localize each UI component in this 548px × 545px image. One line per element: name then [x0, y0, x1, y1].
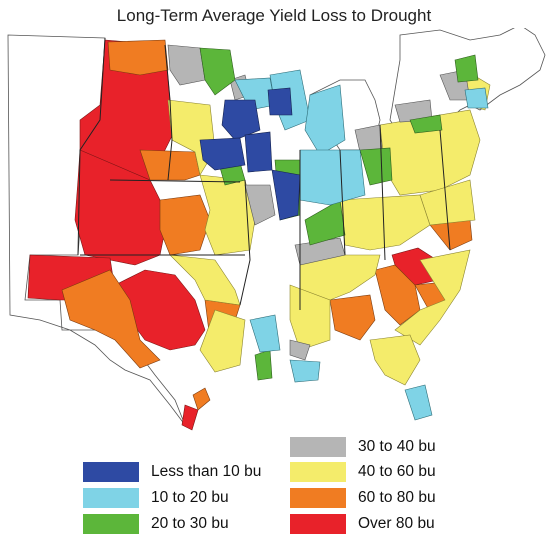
legend-swatch — [290, 462, 346, 482]
state-lines — [77, 37, 451, 310]
region-less-than-10 — [199, 87, 301, 221]
legend-item-40-to-60: 40 to 60 bu — [290, 461, 436, 483]
legend-swatch — [83, 462, 139, 482]
legend-item-60-to-80: 60 to 80 bu — [290, 487, 436, 509]
legend-item-over-80: Over 80 bu — [290, 513, 435, 535]
legend-item-30-to-40: 30 to 40 bu — [290, 436, 436, 458]
map-title: Long-Term Average Yield Loss to Drought — [116, 6, 432, 25]
legend-label: 10 to 20 bu — [151, 489, 229, 506]
legend-item-20-to-30: 20 to 30 bu — [83, 513, 229, 535]
region-30-40 — [167, 44, 471, 361]
legend-swatch — [83, 488, 139, 508]
legend-label: 60 to 80 bu — [358, 489, 436, 506]
legend-swatch — [290, 437, 346, 457]
legend-label: 20 to 30 bu — [151, 515, 229, 532]
legend-item-10-to-20: 10 to 20 bu — [83, 487, 229, 509]
drought-yield-loss-map — [7, 28, 546, 431]
legend-item-less-than-10: Less than 10 bu — [83, 461, 261, 483]
legend-label: 40 to 60 bu — [358, 463, 436, 480]
legend-label: 30 to 40 bu — [358, 438, 436, 455]
legend-swatch — [83, 514, 139, 534]
legend-swatch — [290, 514, 346, 534]
legend-label: Over 80 bu — [358, 515, 435, 532]
legend-label: Less than 10 bu — [151, 463, 262, 480]
legend-swatch — [290, 488, 346, 508]
